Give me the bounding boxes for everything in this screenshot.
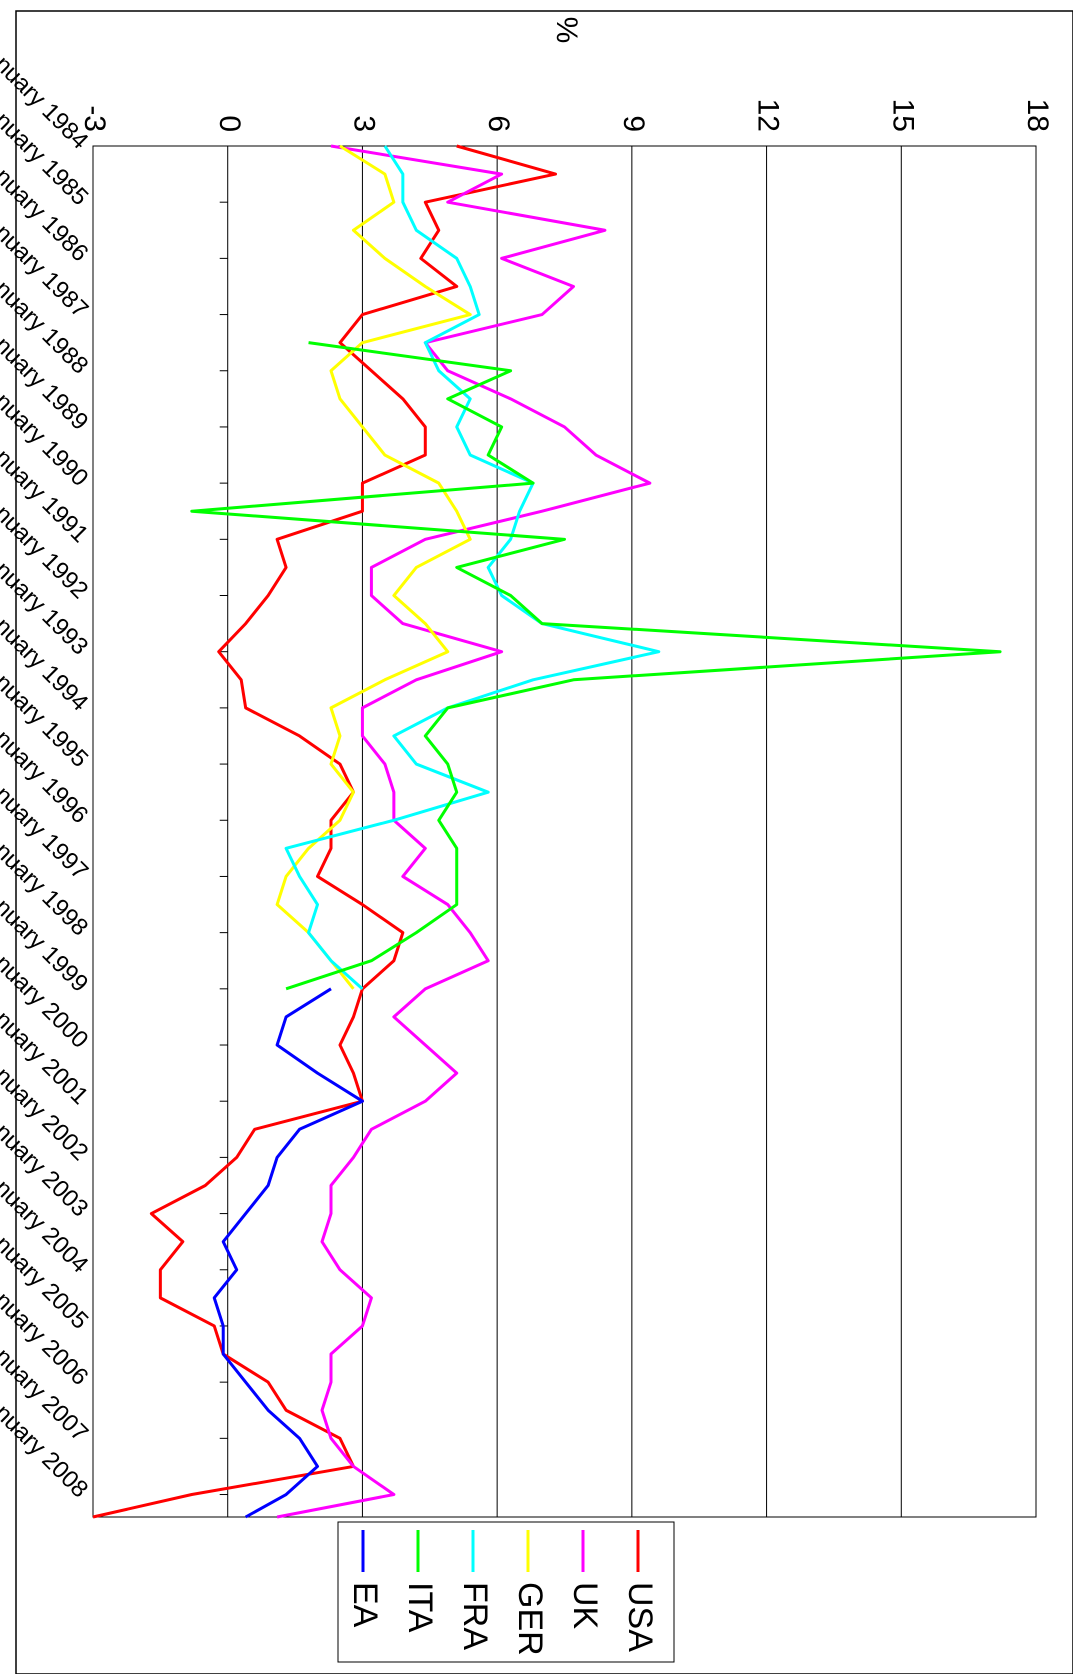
y-tick-label: 3 — [348, 115, 381, 132]
y-tick-label: -3 — [78, 105, 111, 132]
plot-border — [92, 145, 1037, 1518]
y-tick-label: 18 — [1021, 99, 1054, 132]
legend-label: UK — [566, 1582, 604, 1630]
y-tick-label: 12 — [752, 99, 785, 132]
legend-label: ITA — [401, 1582, 439, 1633]
y-tick-label: 6 — [482, 115, 515, 132]
legend-box — [337, 1521, 675, 1663]
legend-label: FRA — [456, 1582, 494, 1650]
frame — [15, 10, 1073, 1674]
series-line — [212, 987, 364, 1519]
y-axis-label: % — [550, 17, 583, 44]
series-line — [92, 144, 558, 1519]
y-tick-label: 9 — [617, 115, 650, 132]
legend-label: USA — [621, 1582, 659, 1652]
y-tick-label: 0 — [213, 115, 246, 132]
series-line — [275, 144, 472, 990]
legend-label: EA — [346, 1582, 384, 1628]
y-tick-label: 15 — [886, 99, 919, 132]
legend-label: GER — [511, 1582, 549, 1656]
series-line — [276, 144, 652, 1519]
series-line — [190, 341, 1002, 991]
series-line — [284, 145, 661, 990]
